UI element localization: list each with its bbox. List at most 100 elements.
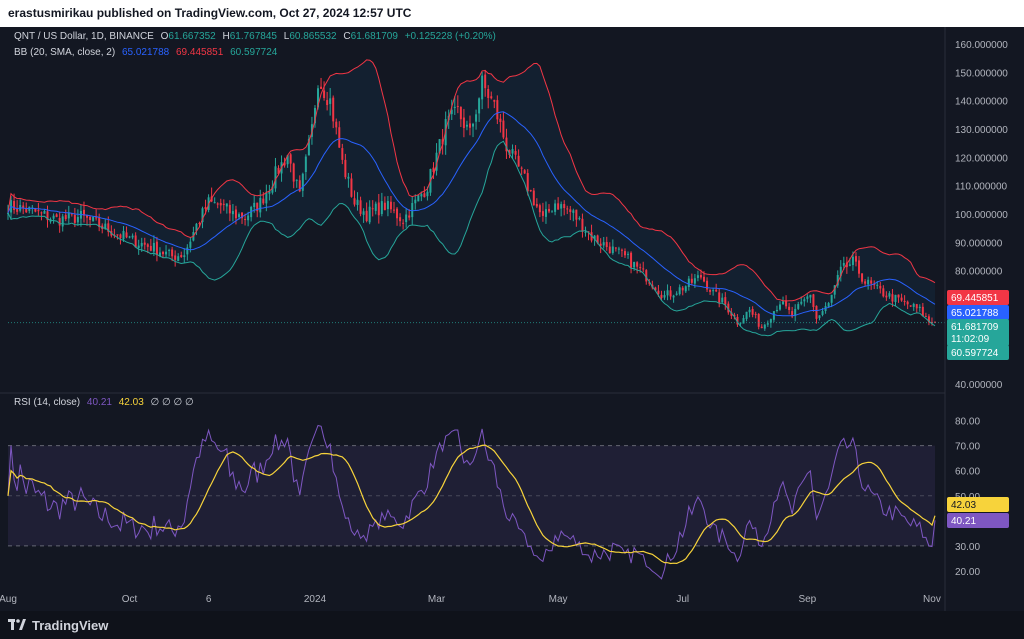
bb-legend[interactable]: BB (20, SMA, close, 2) 65.021788 69.4458… bbox=[14, 47, 281, 58]
candle-body bbox=[64, 214, 67, 220]
candle-body bbox=[344, 159, 347, 178]
candle-body bbox=[760, 326, 763, 329]
candle-body bbox=[313, 107, 316, 124]
candle-body bbox=[572, 210, 575, 213]
rsi-name: RSI (14, close) bbox=[14, 397, 81, 408]
candle-body bbox=[581, 218, 584, 232]
candle-body bbox=[101, 225, 104, 229]
candle-body bbox=[277, 167, 280, 174]
candle-body bbox=[566, 208, 569, 210]
candle-body bbox=[92, 216, 95, 222]
candle-body bbox=[43, 210, 46, 214]
candle-body bbox=[897, 294, 900, 298]
candle-body bbox=[490, 96, 493, 99]
change-value: +0.125228 (+0.20%) bbox=[404, 31, 496, 42]
candle-body bbox=[642, 268, 645, 270]
candle-body bbox=[557, 203, 560, 210]
candle-body bbox=[858, 260, 861, 274]
candle-body bbox=[262, 198, 265, 204]
candle-body bbox=[864, 281, 867, 284]
candle-body bbox=[158, 252, 161, 257]
candle-body bbox=[514, 150, 517, 155]
candle-body bbox=[699, 275, 702, 278]
candle-body bbox=[417, 195, 420, 202]
candle-body bbox=[441, 139, 444, 145]
candle-body bbox=[851, 256, 854, 265]
rsi-ma-tag-bg bbox=[947, 497, 1009, 512]
candle-body bbox=[684, 286, 687, 292]
candle-body bbox=[61, 216, 64, 227]
tradingview-logo-icon bbox=[8, 619, 26, 630]
lower-band-tag-text: 60.597724 bbox=[951, 348, 999, 359]
candle-body bbox=[833, 285, 836, 295]
candle-body bbox=[241, 212, 244, 219]
candle-body bbox=[769, 319, 772, 323]
candle-body bbox=[511, 149, 514, 154]
candle-body bbox=[453, 106, 456, 109]
x-tick-label: Nov bbox=[923, 594, 941, 605]
rsi-tick-label: 80.00 bbox=[955, 417, 980, 428]
candle-body bbox=[529, 190, 532, 192]
candle-body bbox=[648, 282, 651, 284]
candle-body bbox=[286, 155, 289, 165]
price-tick-label: 160.000000 bbox=[955, 40, 1008, 51]
candle-body bbox=[672, 295, 675, 298]
candle-body bbox=[402, 222, 405, 224]
candle-body bbox=[244, 218, 247, 220]
candle-body bbox=[788, 306, 791, 311]
x-tick-label: Oct bbox=[122, 594, 138, 605]
candle-body bbox=[842, 262, 845, 266]
candle-body bbox=[584, 231, 587, 233]
candle-body bbox=[256, 202, 259, 212]
candle-body bbox=[76, 217, 79, 223]
candle-body bbox=[289, 154, 292, 164]
candle-body bbox=[927, 316, 930, 323]
candle-body bbox=[894, 294, 897, 302]
candle-body bbox=[46, 211, 49, 221]
candle-body bbox=[669, 290, 672, 297]
candle-body bbox=[140, 242, 143, 247]
rsi-legend[interactable]: RSI (14, close) 40.21 42.03 ∅ ∅ ∅ ∅ bbox=[14, 397, 198, 408]
main-legend: QNT / US Dollar, 1D, BINANCE O61.667352 … bbox=[14, 31, 500, 42]
candle-body bbox=[213, 202, 216, 204]
candle-body bbox=[617, 248, 620, 250]
price-tick-label: 100.000000 bbox=[955, 210, 1008, 221]
candle-body bbox=[104, 223, 107, 229]
candle-body bbox=[423, 193, 426, 198]
candle-body bbox=[660, 294, 663, 298]
candle-body bbox=[791, 311, 794, 317]
candle-body bbox=[578, 218, 581, 220]
chart-canvas[interactable]: 160.000000 150.000000 140.000000 130.000000… bbox=[0, 27, 1024, 611]
candle-body bbox=[681, 287, 684, 291]
candle-body bbox=[359, 200, 362, 214]
candle-body bbox=[116, 234, 119, 236]
candle-body bbox=[918, 306, 921, 309]
price-tick-label: 40.000000 bbox=[955, 380, 1003, 391]
bb-lower-line bbox=[7, 140, 936, 337]
basis-tag-text: 65.021788 bbox=[951, 308, 999, 319]
candle-body bbox=[827, 303, 830, 307]
candle-body bbox=[657, 290, 660, 294]
candle-body bbox=[563, 204, 566, 209]
candle-body bbox=[535, 204, 538, 207]
publish-info-bar: erastusmirikau published on TradingView.… bbox=[0, 0, 1024, 27]
candle-body bbox=[906, 301, 909, 305]
candle-body bbox=[611, 246, 614, 254]
open-value: 61.667352 bbox=[168, 31, 216, 42]
candle-body bbox=[362, 211, 365, 215]
candle-body bbox=[13, 201, 16, 210]
candle-body bbox=[292, 163, 295, 182]
candle-body bbox=[22, 205, 25, 209]
candle-body bbox=[809, 294, 812, 298]
candle-body bbox=[16, 208, 19, 212]
candle-body bbox=[171, 249, 174, 257]
candle-body bbox=[55, 214, 58, 217]
candle-body bbox=[797, 304, 800, 309]
candle-body bbox=[237, 214, 240, 217]
tradingview-logo[interactable]: TradingView bbox=[8, 618, 108, 633]
rsi-tick-label: 70.00 bbox=[955, 442, 980, 453]
candle-body bbox=[383, 202, 386, 211]
candle-body bbox=[496, 100, 499, 120]
candle-body bbox=[356, 199, 359, 206]
candle-body bbox=[912, 303, 915, 307]
